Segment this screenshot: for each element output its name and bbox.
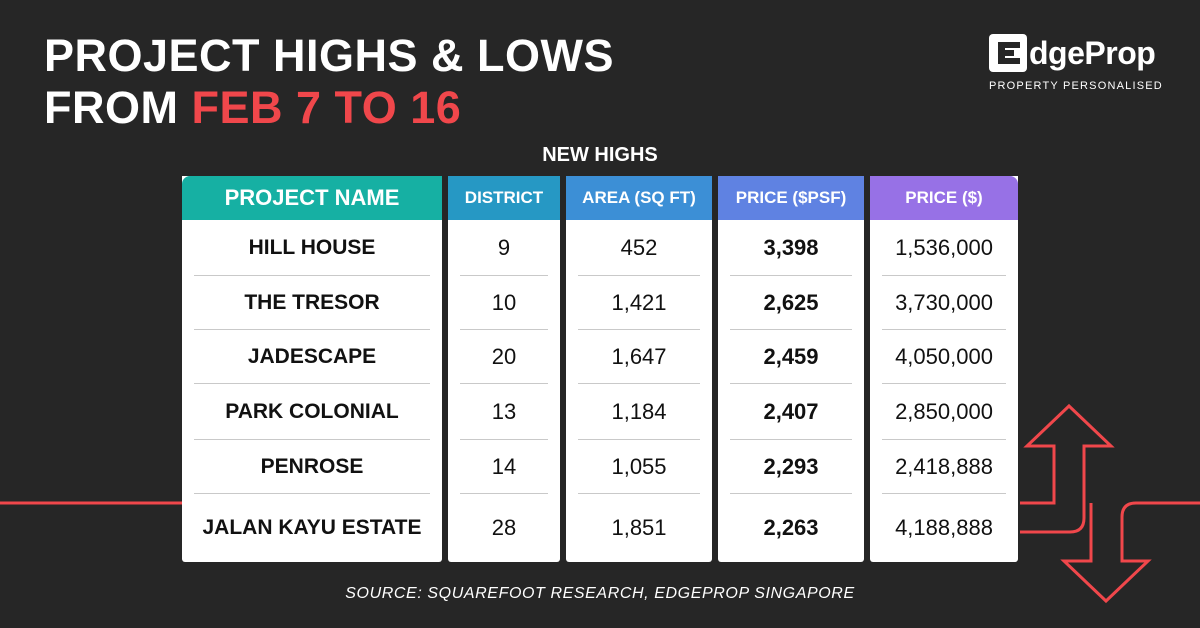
table-cell-price: 1,536,000 [882,220,1006,276]
table-subtitle: NEW HIGHS [542,144,658,166]
table-cell-project: PENROSE [194,440,430,494]
header-project-name: PROJECT NAME [182,176,442,220]
source-note: SOURCE: SQUAREFOOT RESEARCH, EDGEPROP SI… [345,585,855,602]
table-cell-district: 13 [460,384,548,440]
table-cell-project: THE TRESOR [194,276,430,330]
header-price: PRICE ($) [870,176,1018,220]
logo-tagline: PROPERTY PERSONALISED [989,80,1163,92]
up-arrow-icon [1020,403,1115,534]
table-cell-area: 1,647 [578,330,700,384]
column-area: AREA (SQ FT) 452 1,421 1,647 1,184 1,055 1,85… [566,176,712,562]
table-cell-project: JADESCAPE [194,330,430,384]
table-cell-psf: 2,293 [730,440,852,494]
header-price-psf: PRICE ($PSF) [718,176,864,220]
table-cell-area: 452 [578,220,700,276]
column-price: PRICE ($) 1,536,000 3,730,000 4,050,000 2,8… [870,176,1018,562]
table-cell-project: PARK COLONIAL [194,384,430,440]
column-district: DISTRICT 9 10 20 13 14 28 [448,176,560,562]
table-cell-area: 1,421 [578,276,700,330]
table-cell-price: 2,418,888 [882,440,1006,494]
table-cell-district: 14 [460,440,548,494]
table-cell-price: 3,730,000 [882,276,1006,330]
header-area: AREA (SQ FT) [566,176,712,220]
title-date-range: FEB 7 TO 16 [191,82,462,133]
title-line-1: PROJECT HIGHS & LOWS [44,30,615,81]
column-price-psf: PRICE ($PSF) 3,398 2,625 2,459 2,407 2,293 2,… [718,176,864,562]
table-cell-psf: 3,398 [730,220,852,276]
table-cell-psf: 2,459 [730,330,852,384]
table-cell-district: 9 [460,220,548,276]
header-district: DISTRICT [448,176,560,220]
table-cell-district: 20 [460,330,548,384]
table-cell-project: HILL HOUSE [194,220,430,276]
logo-wordmark: dgeProp [1029,35,1156,71]
title-prefix: FROM [44,82,179,133]
logo-e-mark-icon [989,34,1027,72]
table-cell-area: 1,184 [578,384,700,440]
table-cell-psf: 2,625 [730,276,852,330]
title-line-2: FROM FEB 7 TO 16 [44,82,614,134]
table-cell-district: 10 [460,276,548,330]
table-cell-price: 2,850,000 [882,384,1006,440]
table-cell-project: JALAN KAYU ESTATE [202,516,422,539]
table-cell-district: 28 [491,515,517,540]
page-title: PROJECT HIGHS & LOWS FROM FEB 7 TO 16 [44,30,614,134]
table-cell-psf: 2,263 [763,515,819,540]
table-cell-area: 1,851 [611,515,667,540]
down-arrow-icon [1060,501,1200,604]
column-project-name: PROJECT NAME HILL HOUSE THE TRESOR JADESCA… [182,176,442,562]
table-cell-psf: 2,407 [730,384,852,440]
table-cell-price: 4,188,888 [895,515,993,540]
table-cell-price: 4,050,000 [882,330,1006,384]
edgeprop-logo: dgeProp PROPERTY PERSONALISED [989,34,1162,98]
table-cell-area: 1,055 [578,440,700,494]
